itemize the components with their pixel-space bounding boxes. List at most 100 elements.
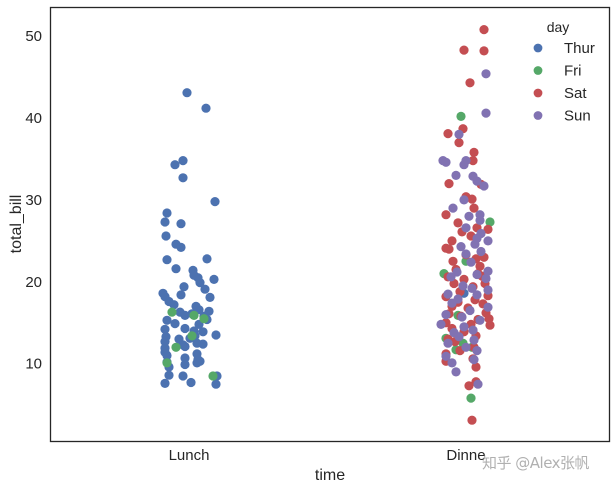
data-point-thur — [202, 254, 212, 264]
data-point-thur — [162, 255, 172, 265]
data-point-sat — [459, 45, 469, 55]
data-point-thur — [160, 217, 170, 227]
data-point-thur — [180, 310, 190, 320]
data-point-sat — [475, 261, 485, 271]
data-point-sun — [470, 239, 480, 249]
data-point-thur — [164, 370, 174, 380]
data-point-thur — [180, 323, 190, 334]
data-point-sun — [481, 108, 491, 118]
data-point-sat — [468, 156, 478, 166]
data-points — [158, 25, 495, 425]
y-tick-label: 30 — [25, 192, 42, 209]
data-point-sun — [461, 223, 471, 233]
data-point-sat — [448, 256, 458, 266]
data-point-sat — [483, 224, 493, 234]
data-point-sat — [479, 25, 489, 35]
data-point-thur — [170, 319, 180, 329]
data-point-sat — [469, 147, 479, 157]
data-point-sun — [443, 289, 453, 299]
data-point-sun — [457, 312, 467, 322]
legend-label-sun: Sun — [564, 108, 591, 125]
data-point-sun — [465, 305, 475, 316]
data-point-sun — [454, 332, 464, 342]
data-point-sun — [443, 338, 453, 348]
legend-label-thur: Thur — [564, 40, 595, 57]
x-axis-ticks: Lunch Dinne — [169, 447, 486, 464]
data-point-sun — [483, 302, 493, 312]
data-point-sun — [451, 367, 461, 377]
axes-frame — [49, 6, 611, 443]
data-point-thur — [176, 242, 186, 252]
legend-marker-fri — [533, 66, 543, 75]
data-point-thur — [195, 356, 205, 366]
data-point-sun — [448, 203, 458, 213]
data-point-thur — [180, 353, 190, 363]
data-point-thur — [179, 282, 189, 292]
data-point-thur — [182, 88, 192, 98]
x-tick-label-lunch: Lunch — [169, 447, 210, 464]
data-point-thur — [186, 377, 196, 388]
data-point-sun — [464, 211, 474, 221]
data-point-thur — [162, 315, 172, 325]
data-point-sun — [447, 358, 457, 368]
data-point-sun — [479, 181, 489, 191]
data-point-sun — [446, 272, 456, 282]
data-point-fri — [199, 314, 209, 324]
data-point-thur — [161, 231, 171, 241]
legend-label-fri: Fri — [564, 63, 582, 80]
y-tick-label: 10 — [25, 356, 42, 373]
data-point-sat — [467, 415, 477, 425]
data-point-sun — [451, 170, 461, 180]
data-point-sun — [447, 298, 457, 308]
data-point-fri — [167, 307, 177, 317]
data-point-sat — [471, 362, 481, 372]
watermark: 知乎 @Alex张帆 — [482, 454, 590, 472]
data-point-sat — [467, 194, 477, 204]
data-point-thur — [178, 371, 188, 381]
data-point-sat — [485, 320, 495, 330]
legend-label-sat: Sat — [564, 85, 587, 102]
data-point-sun — [483, 236, 493, 246]
data-point-sun — [459, 195, 469, 205]
data-point-sun — [458, 281, 468, 291]
data-point-sat — [465, 78, 475, 88]
data-point-fri — [187, 331, 197, 341]
y-axis-ticks: 10 20 30 40 50 — [25, 28, 42, 373]
data-point-thur — [211, 379, 221, 389]
data-point-thur — [160, 337, 170, 347]
data-point-sun — [466, 257, 476, 267]
data-point-thur — [180, 341, 190, 352]
data-point-fri — [189, 310, 199, 320]
data-point-sat — [444, 179, 454, 189]
data-point-sun — [441, 351, 451, 361]
legend-title: day — [547, 19, 570, 35]
y-tick-label: 20 — [25, 274, 42, 291]
data-point-sun — [469, 355, 479, 365]
data-point-sun — [436, 319, 446, 329]
data-point-thur — [195, 278, 205, 288]
data-point-thur — [205, 292, 215, 302]
data-point-sun — [483, 285, 493, 295]
data-point-thur — [180, 359, 190, 370]
legend-marker-sat — [533, 88, 543, 98]
legend-marker-sun — [533, 111, 543, 120]
data-point-sat — [441, 210, 451, 220]
data-point-sun — [461, 342, 471, 352]
data-point-thur — [178, 156, 188, 166]
data-point-thur — [209, 274, 219, 284]
data-point-sat — [447, 236, 457, 246]
data-point-fri — [208, 371, 218, 381]
data-point-thur — [171, 264, 181, 274]
data-point-thur — [211, 330, 221, 340]
data-point-fri — [485, 217, 495, 227]
legend-marker-thur — [533, 43, 543, 53]
data-point-sun — [475, 315, 485, 325]
data-point-thur — [176, 219, 186, 229]
data-point-thur — [201, 103, 211, 113]
data-point-thur — [160, 324, 170, 334]
data-point-thur — [210, 197, 220, 207]
data-point-sun — [472, 176, 482, 186]
legend: day Thur Fri Sat Sun — [533, 19, 595, 125]
